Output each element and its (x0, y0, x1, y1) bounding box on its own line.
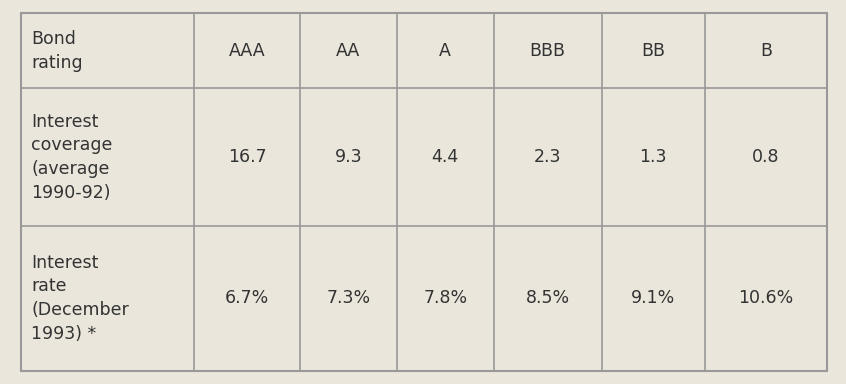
Text: B: B (760, 42, 772, 60)
Text: 9.3: 9.3 (335, 148, 362, 166)
Text: Interest
coverage
(average
1990-92): Interest coverage (average 1990-92) (31, 113, 113, 202)
Text: 2.3: 2.3 (534, 148, 562, 166)
Text: 7.3%: 7.3% (327, 289, 371, 307)
Text: 8.5%: 8.5% (525, 289, 569, 307)
Text: 16.7: 16.7 (228, 148, 266, 166)
Text: 9.1%: 9.1% (631, 289, 675, 307)
Text: Interest
rate
(December
1993) *: Interest rate (December 1993) * (31, 254, 129, 343)
Text: 10.6%: 10.6% (739, 289, 794, 307)
Text: 6.7%: 6.7% (225, 289, 269, 307)
Text: 1.3: 1.3 (640, 148, 667, 166)
Text: 0.8: 0.8 (752, 148, 780, 166)
Text: 7.8%: 7.8% (423, 289, 467, 307)
Text: A: A (439, 42, 451, 60)
Text: 4.4: 4.4 (431, 148, 459, 166)
Text: BB: BB (641, 42, 665, 60)
Text: AAA: AAA (229, 42, 266, 60)
Text: AA: AA (337, 42, 360, 60)
Text: BBB: BBB (530, 42, 566, 60)
Text: Bond
rating: Bond rating (31, 30, 83, 72)
